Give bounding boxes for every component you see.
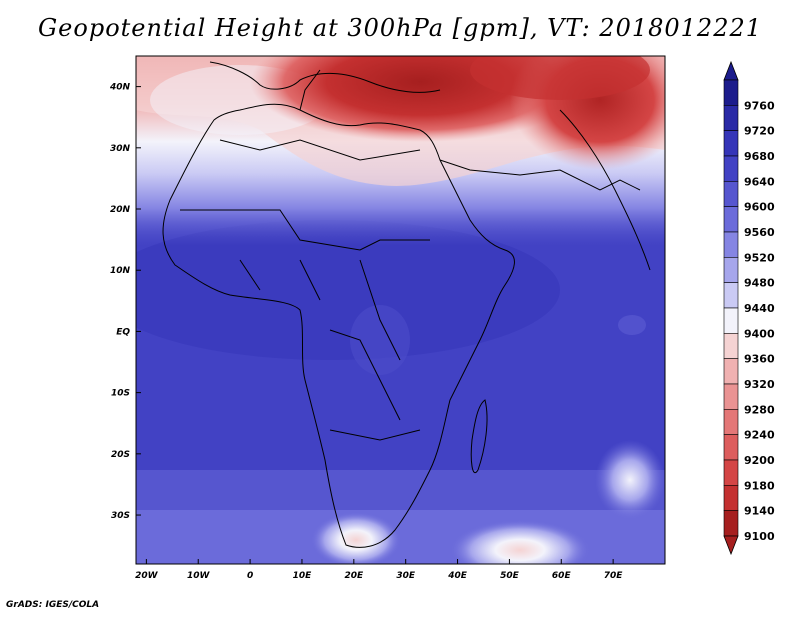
colorbar-label: 9180 xyxy=(744,479,775,492)
lat-tick-label: EQ xyxy=(116,327,130,337)
map-field xyxy=(136,56,665,564)
colorbar-label: 9280 xyxy=(744,403,775,416)
colorbar-label: 9240 xyxy=(744,429,775,442)
lat-tick-label: 40N xyxy=(109,83,131,93)
colorbar-swatch xyxy=(723,510,739,537)
colorbar-top-arrow xyxy=(723,60,739,81)
colorbar-swatch xyxy=(723,105,739,131)
colorbar-swatch xyxy=(723,130,739,157)
colorbar-swatch xyxy=(723,79,739,106)
lon-tick-label: 10E xyxy=(293,571,313,581)
lon-tick-label: 60E xyxy=(552,571,572,581)
colorbar-swatch xyxy=(723,383,739,410)
lon-tick-label: 10W xyxy=(187,571,211,581)
colorbar-swatch xyxy=(723,459,739,486)
lon-tick-label: 20W xyxy=(135,571,159,581)
colorbar-swatch xyxy=(723,358,739,385)
latitude-ticks: 40N 30N 20N 10N EQ 10S 20S 30S xyxy=(109,83,141,521)
colorbar-label: 9640 xyxy=(744,175,775,188)
colorbar-swatch xyxy=(723,307,739,334)
colorbar-label: 9440 xyxy=(744,302,775,315)
colorbar-label: 9760 xyxy=(744,99,775,112)
lon-tick-label: 20E xyxy=(344,571,364,581)
colorbar: 9760 9720 9680 9640 9600 9560 9520 9480 9440 9400… xyxy=(723,60,775,556)
colorbar-label: 9600 xyxy=(744,201,775,214)
colorbar-label: 9140 xyxy=(744,505,775,518)
colorbar-swatch xyxy=(723,257,739,283)
lat-tick-label: 10S xyxy=(111,389,130,399)
colorbar-label: 9360 xyxy=(744,353,775,366)
colorbar-bottom-arrow xyxy=(723,535,739,556)
lon-tick-label: 70E xyxy=(604,571,624,581)
colorbar-label: 9680 xyxy=(744,150,775,163)
lon-tick-label: 30E xyxy=(396,571,416,581)
credit-text: GrADS: IGES/COLA xyxy=(6,600,100,610)
longitude-ticks: 20W 10W 0 10E 20E 30E 40E 50E 60E 70E xyxy=(135,559,623,581)
colorbar-swatch xyxy=(723,206,739,233)
colorbar-label: 9200 xyxy=(744,454,775,467)
colorbar-label: 9100 xyxy=(744,530,775,543)
colorbar-label: 9400 xyxy=(744,327,775,340)
colorbar-swatch xyxy=(723,282,739,309)
lon-tick-label: 50E xyxy=(500,571,520,581)
colorbar-label: 9720 xyxy=(744,125,775,138)
lat-tick-label: 30N xyxy=(110,144,131,154)
colorbar-swatch xyxy=(723,434,739,461)
lat-tick-label: 20N xyxy=(110,205,131,215)
colorbar-swatch xyxy=(723,231,739,258)
colorbar-label: 9560 xyxy=(744,226,775,239)
lat-tick-label: 20S xyxy=(111,450,130,460)
lat-tick-label: 30S xyxy=(111,511,130,521)
coastlines xyxy=(162,61,651,548)
colorbar-swatch xyxy=(723,485,739,511)
lon-tick-label: 40E xyxy=(447,571,468,581)
map-frame xyxy=(135,55,666,565)
colorbar-swatch xyxy=(723,333,739,359)
map-title: Geopotential Height at 300hPa [gpm], VT:… xyxy=(38,14,762,42)
colorbar-label: 9320 xyxy=(744,378,775,391)
colorbar-label: 9480 xyxy=(744,277,775,290)
lon-tick-label: 0 xyxy=(247,571,253,581)
colorbar-swatch xyxy=(723,155,739,182)
lat-tick-label: 10N xyxy=(110,266,131,276)
colorbar-swatch xyxy=(723,409,739,435)
colorbar-swatch xyxy=(723,181,739,207)
colorbar-label: 9520 xyxy=(744,251,775,264)
